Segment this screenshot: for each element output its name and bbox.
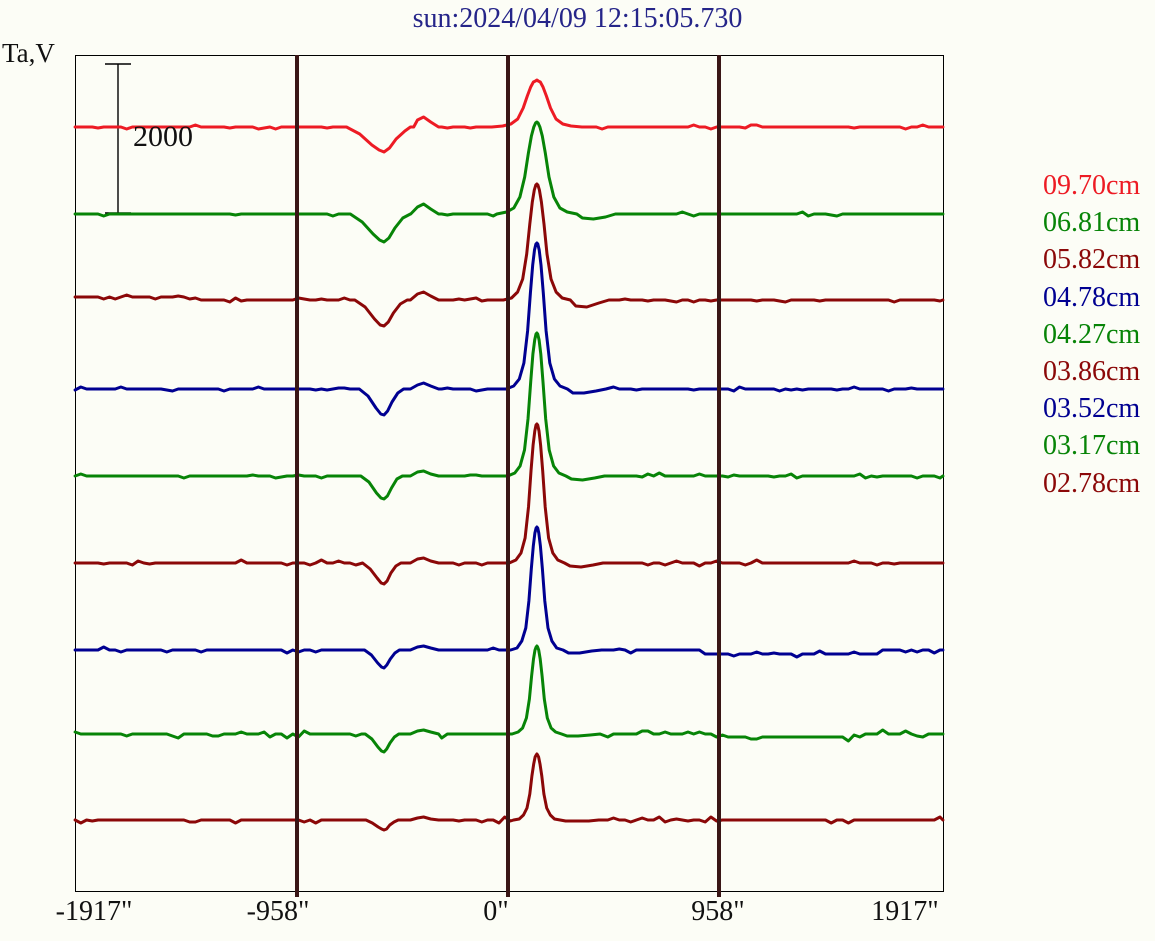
trace-04.27cm <box>73 331 945 501</box>
plot-title: sun:2024/04/09 12:15:05.730 <box>412 3 743 34</box>
scale-bar <box>105 63 131 214</box>
legend-item-04.78cm: 04.78cm <box>1043 281 1141 313</box>
trace-06.81cm <box>73 120 945 244</box>
x-tick-label: 0" <box>483 896 509 927</box>
legend-item-06.81cm: 06.81cm <box>1043 207 1141 239</box>
legend-item-02.78cm: 02.78cm <box>1043 467 1141 499</box>
legend-item-03.17cm: 03.17cm <box>1043 430 1141 462</box>
trace-04.78cm <box>73 241 945 417</box>
trace-05.82cm <box>73 182 945 328</box>
trace-02.78cm <box>73 752 945 832</box>
trace-09.70cm <box>73 78 945 154</box>
guide-lines <box>295 55 721 897</box>
legend-item-09.70cm: 09.70cm <box>1043 170 1141 201</box>
y-axis-label: Ta,V <box>2 38 55 68</box>
trace-lines <box>73 78 945 832</box>
legend-item-03.86cm: 03.86cm <box>1043 355 1141 387</box>
trace-03.86cm <box>73 422 945 586</box>
legend-item-03.52cm: 03.52cm <box>1043 393 1141 425</box>
x-tick-label: 958" <box>691 896 745 927</box>
legend-item-05.82cm: 05.82cm <box>1043 244 1141 276</box>
legend-item-04.27cm: 04.27cm <box>1043 318 1141 350</box>
trace-03.52cm <box>73 525 945 670</box>
wavelength-legend: 09.70cm 06.81cm 05.82cm 04.78cm 04.27cm 03.86… <box>1043 167 1155 502</box>
trace-03.17cm <box>73 644 945 754</box>
x-tick-label: -1917" <box>55 896 133 927</box>
x-axis: -1917" -958" 0" 958" 1917" <box>0 896 1155 936</box>
x-tick-label: 1917" <box>871 896 939 927</box>
x-tick-label: -958" <box>246 896 310 927</box>
scale-bar-label: 2000 <box>133 120 193 153</box>
